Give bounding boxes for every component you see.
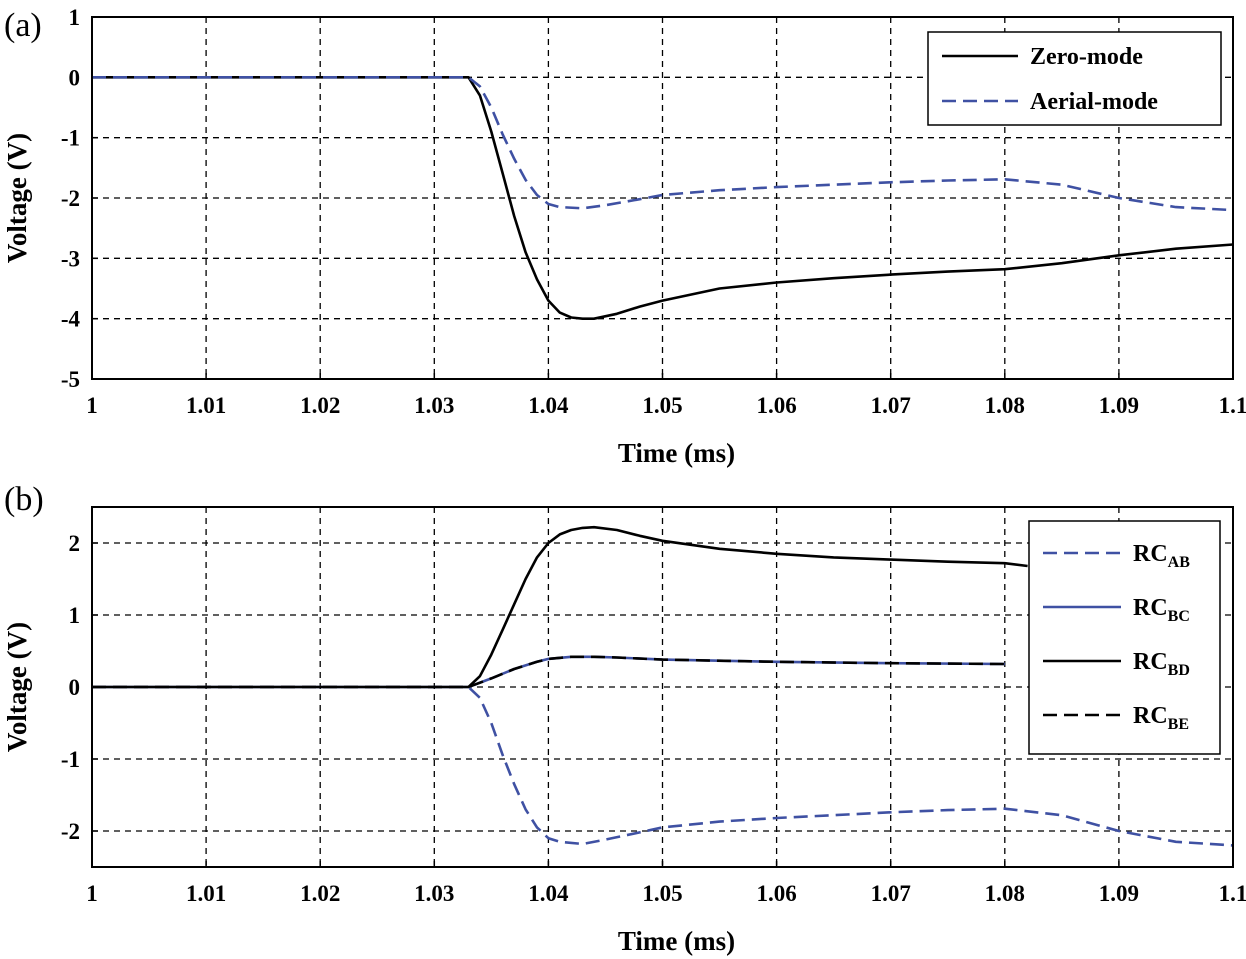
legend-label: Aerial-mode [1030,89,1158,115]
y-tick-label: -4 [61,307,81,332]
x-tick-label: 1.08 [985,881,1025,906]
panel-label: (a) [4,7,42,44]
x-tick-label: 1.05 [642,393,682,418]
y-tick-label: 0 [69,65,81,90]
x-tick-label: 1.06 [756,881,796,906]
y-tick-label: -5 [61,367,80,392]
legend-box [1028,520,1221,755]
x-tick-label: 1.06 [756,393,796,418]
x-tick-label: 1.1 [1219,393,1246,418]
y-tick-label: -2 [61,186,80,211]
plot-frame [91,16,1234,380]
y-tick-label: 0 [69,675,81,700]
legend-label-main: RC [1133,595,1168,621]
legend-label: RCBE [1133,703,1189,733]
x-tick-label: 1.09 [1099,881,1139,906]
x-tick-label: 1.02 [300,881,340,906]
y-axis-title: Voltage (V) [2,133,32,263]
x-tick-label: 1.05 [642,881,682,906]
legend-label: RCBC [1133,595,1190,625]
legend-label-sub: AB [1168,554,1191,571]
y-tick-label: 1 [69,5,81,30]
legend-label-sub: BD [1168,662,1190,679]
legend-label: Zero-mode [1030,44,1143,70]
legend-label-main: RC [1133,703,1168,729]
legend-box [927,31,1222,126]
x-tick-label: 1 [86,881,98,906]
x-tick-label: 1.01 [186,393,226,418]
x-tick-label: 1.01 [186,881,226,906]
series-line-rc-bd [92,525,1028,689]
y-tick-label: -2 [61,819,80,844]
series-line-aerial-mode [92,76,1234,212]
chart-panel-a: (a) 1 1.01 1.02 1.03 1.04 1.05 1.06 1.07 1.08 1.09… [2,5,1246,468]
x-tick-label: 1.04 [528,881,569,906]
y-axis-title: Voltage (V) [2,622,32,752]
x-tick-label: 1.03 [414,881,454,906]
panel-label: (b) [4,481,44,518]
chart-panel-b: (b) 1 1.01 1.02 1.03 1.04 1.05 1.06 1.07 1.08 1.09… [2,481,1246,956]
legend-label: RCBD [1133,649,1190,679]
legend-label-main: RC [1133,541,1168,567]
legend-label: RCAB [1133,541,1190,571]
x-tick-label: 1 [86,393,98,418]
y-tick-label: 1 [69,603,81,628]
x-axis-title: Time (ms) [618,926,735,956]
series-line-rc-ab [92,685,1234,847]
legend-label-sub: BC [1168,608,1190,625]
plot-frame [91,506,1234,868]
y-tick-label: -3 [61,246,80,271]
legend-label-sub: BE [1168,716,1189,733]
y-tick-label: 2 [69,531,81,556]
y-tick-label: -1 [61,747,80,772]
legend-label-main: RC [1133,649,1168,675]
x-tick-label: 1.08 [985,393,1025,418]
x-tick-label: 1.07 [871,881,911,906]
series-line-zero-mode [92,76,1234,320]
series-line-rc-be [92,655,1005,689]
x-tick-label: 1.1 [1219,881,1246,906]
x-tick-label: 1.02 [300,393,340,418]
y-tick-label: -1 [61,126,80,151]
legend: Zero-mode Aerial-mode [927,31,1222,126]
x-axis-title: Time (ms) [618,438,735,468]
x-tick-label: 1.03 [414,393,454,418]
x-tick-label: 1.09 [1099,393,1139,418]
x-tick-label: 1.07 [871,393,911,418]
x-tick-label: 1.04 [528,393,569,418]
